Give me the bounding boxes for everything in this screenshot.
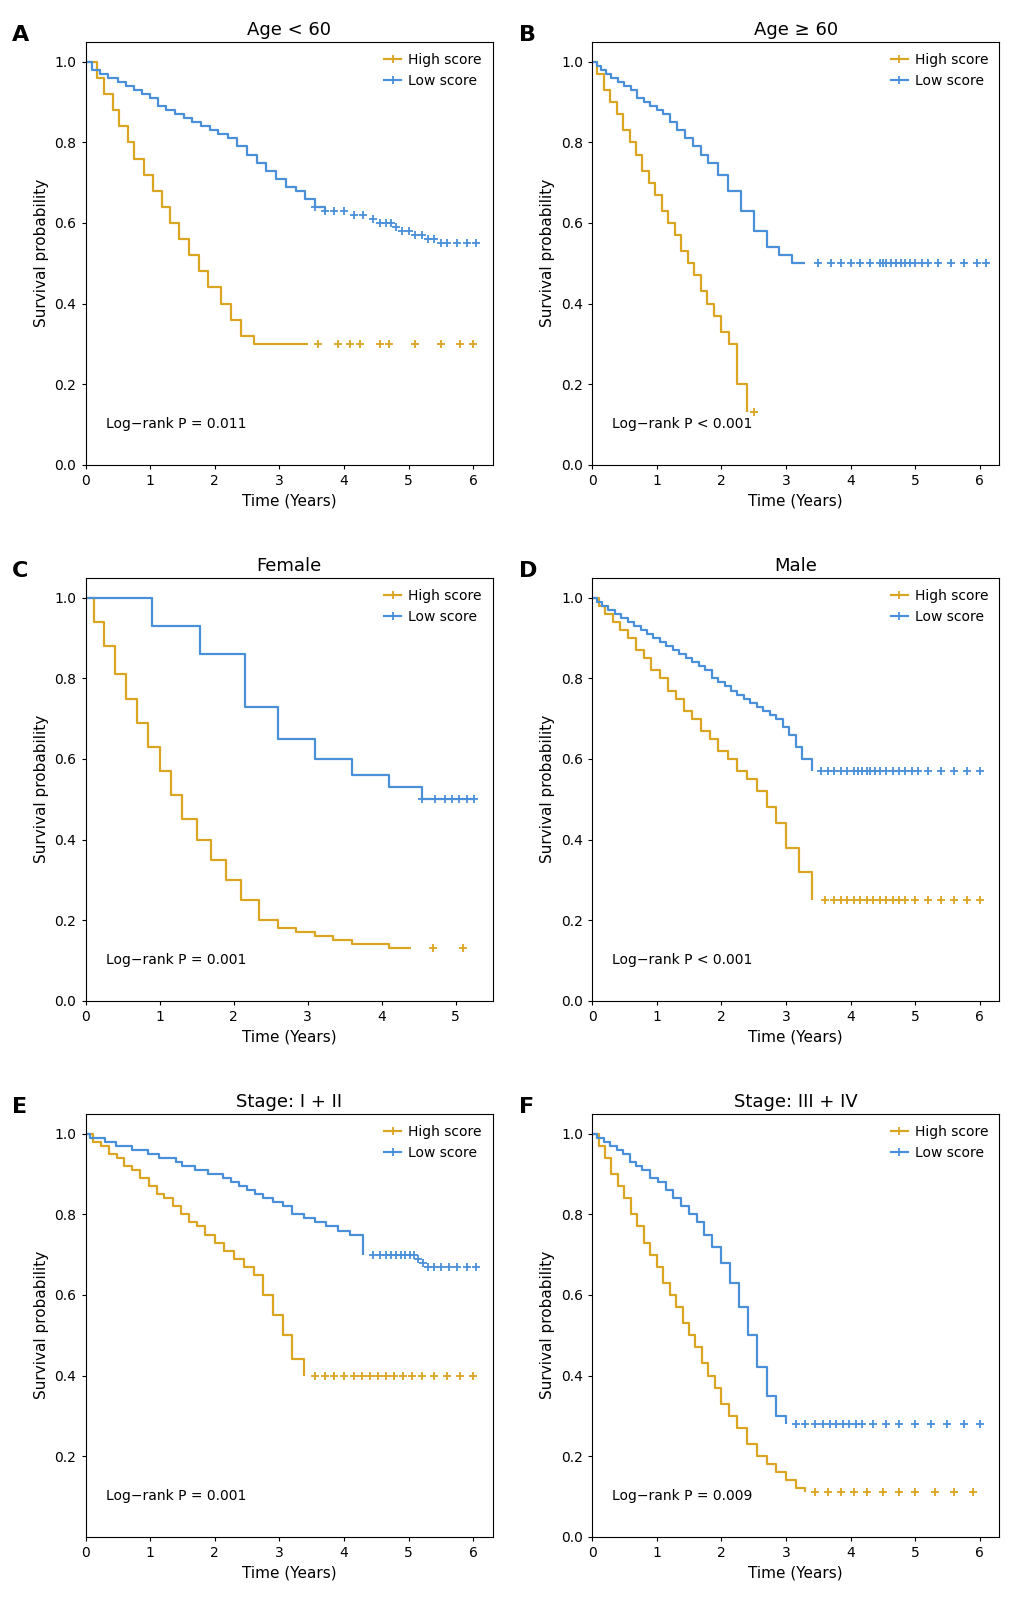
Text: Log−rank P = 0.001: Log−rank P = 0.001 bbox=[106, 1489, 246, 1503]
Title: Age < 60: Age < 60 bbox=[247, 21, 331, 38]
Text: Log−rank P = 0.011: Log−rank P = 0.011 bbox=[106, 416, 247, 431]
Text: A: A bbox=[12, 26, 30, 45]
X-axis label: Time (Years): Time (Years) bbox=[242, 1566, 336, 1580]
Y-axis label: Survival probability: Survival probability bbox=[540, 179, 555, 327]
Title: Age ≥ 60: Age ≥ 60 bbox=[753, 21, 837, 38]
Text: Log−rank P = 0.001: Log−rank P = 0.001 bbox=[106, 953, 246, 967]
Title: Female: Female bbox=[256, 557, 321, 575]
Legend: High score, Low score: High score, Low score bbox=[886, 584, 991, 628]
Legend: High score, Low score: High score, Low score bbox=[886, 48, 991, 91]
Y-axis label: Survival probability: Survival probability bbox=[34, 179, 49, 327]
Y-axis label: Survival probability: Survival probability bbox=[540, 1250, 555, 1399]
Y-axis label: Survival probability: Survival probability bbox=[34, 1250, 49, 1399]
Legend: High score, Low score: High score, Low score bbox=[380, 584, 485, 628]
Y-axis label: Survival probability: Survival probability bbox=[540, 716, 555, 863]
Text: C: C bbox=[12, 560, 29, 581]
Text: B: B bbox=[519, 26, 535, 45]
X-axis label: Time (Years): Time (Years) bbox=[242, 493, 336, 508]
Text: Log−rank P = 0.009: Log−rank P = 0.009 bbox=[611, 1489, 752, 1503]
Y-axis label: Survival probability: Survival probability bbox=[34, 716, 49, 863]
Legend: High score, Low score: High score, Low score bbox=[380, 48, 485, 91]
X-axis label: Time (Years): Time (Years) bbox=[748, 1029, 842, 1044]
X-axis label: Time (Years): Time (Years) bbox=[748, 493, 842, 508]
Text: Log−rank P < 0.001: Log−rank P < 0.001 bbox=[611, 416, 752, 431]
X-axis label: Time (Years): Time (Years) bbox=[748, 1566, 842, 1580]
X-axis label: Time (Years): Time (Years) bbox=[242, 1029, 336, 1044]
Legend: High score, Low score: High score, Low score bbox=[886, 1121, 991, 1164]
Text: F: F bbox=[519, 1097, 533, 1117]
Title: Stage: III + IV: Stage: III + IV bbox=[733, 1093, 857, 1111]
Title: Male: Male bbox=[773, 557, 816, 575]
Title: Stage: I + II: Stage: I + II bbox=[235, 1093, 341, 1111]
Text: E: E bbox=[12, 1097, 28, 1117]
Legend: High score, Low score: High score, Low score bbox=[380, 1121, 485, 1164]
Text: Log−rank P < 0.001: Log−rank P < 0.001 bbox=[611, 953, 752, 967]
Text: D: D bbox=[519, 560, 537, 581]
